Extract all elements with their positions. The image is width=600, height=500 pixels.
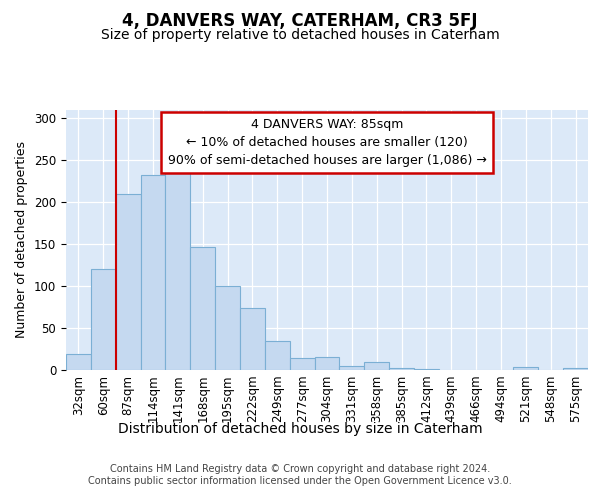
- Bar: [240, 308, 265, 370]
- Text: Distribution of detached houses by size in Caterham: Distribution of detached houses by size …: [118, 422, 482, 436]
- Bar: [140, 174, 166, 370]
- Bar: [215, 286, 240, 370]
- Bar: [66, 354, 91, 370]
- Bar: [265, 340, 290, 370]
- Bar: [389, 368, 414, 370]
- Y-axis label: Number of detached properties: Number of detached properties: [16, 142, 28, 338]
- Text: Contains HM Land Registry data © Crown copyright and database right 2024.: Contains HM Land Registry data © Crown c…: [110, 464, 490, 474]
- Text: Contains public sector information licensed under the Open Government Licence v3: Contains public sector information licen…: [88, 476, 512, 486]
- Bar: [190, 246, 215, 370]
- Bar: [290, 358, 314, 370]
- Bar: [414, 369, 439, 370]
- Bar: [514, 366, 538, 370]
- Bar: [166, 162, 190, 370]
- Bar: [116, 194, 140, 370]
- Bar: [340, 366, 364, 370]
- Bar: [364, 362, 389, 370]
- Text: Size of property relative to detached houses in Caterham: Size of property relative to detached ho…: [101, 28, 499, 42]
- Text: 4 DANVERS WAY: 85sqm
← 10% of detached houses are smaller (120)
90% of semi-deta: 4 DANVERS WAY: 85sqm ← 10% of detached h…: [167, 118, 487, 167]
- Bar: [91, 270, 116, 370]
- Bar: [563, 368, 588, 370]
- Bar: [314, 358, 340, 370]
- Text: 4, DANVERS WAY, CATERHAM, CR3 5FJ: 4, DANVERS WAY, CATERHAM, CR3 5FJ: [122, 12, 478, 30]
